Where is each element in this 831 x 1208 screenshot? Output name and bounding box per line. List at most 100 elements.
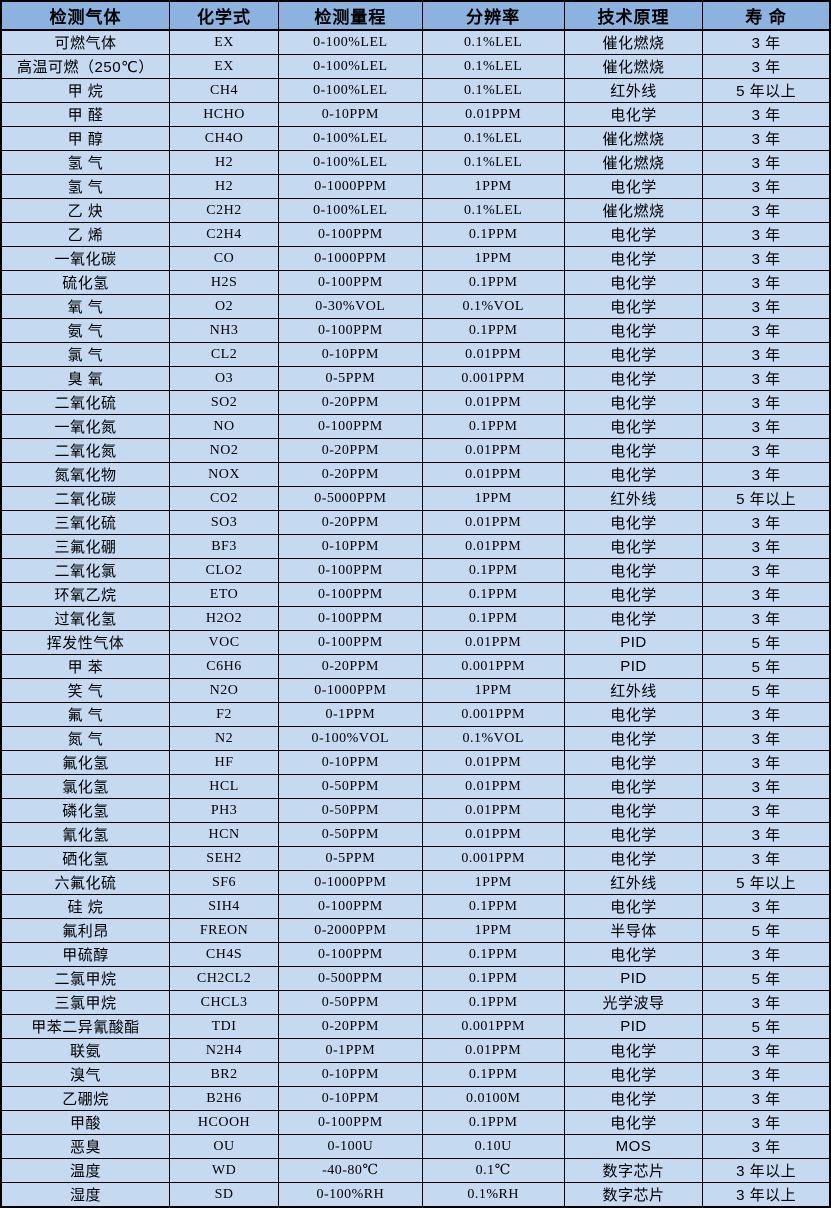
cell-formula: CL2: [168, 342, 280, 367]
table-row: 二氧化氮 NO2 0-20PPM 0.01PPM 电化学 3 年: [0, 438, 831, 463]
cell-formula: PH3: [168, 798, 280, 823]
table-row: 六氟化硫 SF6 0-1000PPM 1PPM 红外线 5 年以上: [0, 870, 831, 895]
cell-resolution: 0.1PPM: [421, 270, 565, 295]
cell-range: 0-100%LEL: [278, 150, 423, 175]
cell-formula: NH3: [168, 318, 280, 343]
cell-life: 3 年: [702, 390, 831, 415]
cell-principle: 电化学: [563, 534, 704, 559]
cell-life: 3 年: [702, 318, 831, 343]
cell-resolution: 0.01PPM: [421, 102, 565, 127]
cell-range: -40-80℃: [278, 1158, 423, 1183]
cell-principle: 电化学: [563, 726, 704, 751]
table-row: 二氯甲烷 CH2CL2 0-500PPM 0.1PPM PID 5 年: [0, 966, 831, 991]
cell-formula: SEH2: [168, 846, 280, 871]
cell-gas-name: 甲酸: [0, 1110, 170, 1135]
table-row: 一氧化碳 CO 0-1000PPM 1PPM 电化学 3 年: [0, 246, 831, 271]
cell-life: 3 年: [702, 726, 831, 751]
table-row: 氨 气 NH3 0-100PPM 0.1PPM 电化学 3 年: [0, 318, 831, 343]
table-row: 甲 苯 C6H6 0-20PPM 0.001PPM PID 5 年: [0, 654, 831, 679]
cell-resolution: 0.0100M: [421, 1086, 565, 1111]
cell-life: 3 年: [702, 558, 831, 583]
cell-formula: NO2: [168, 438, 280, 463]
cell-gas-name: 环氧乙烷: [0, 582, 170, 607]
cell-principle: 电化学: [563, 774, 704, 799]
cell-resolution: 0.10U: [421, 1134, 565, 1159]
cell-formula: N2O: [168, 678, 280, 703]
table-row: 三氧化硫 SO3 0-20PPM 0.01PPM 电化学 3 年: [0, 510, 831, 535]
table-row: 过氧化氢 H2O2 0-100PPM 0.1PPM 电化学 3 年: [0, 606, 831, 631]
cell-resolution: 0.1%LEL: [421, 29, 565, 55]
cell-range: 0-10PPM: [278, 750, 423, 775]
cell-formula: SO2: [168, 390, 280, 415]
cell-life: 3 年: [702, 366, 831, 391]
cell-resolution: 0.01PPM: [421, 822, 565, 847]
cell-life: 5 年: [702, 630, 831, 655]
cell-resolution: 0.1PPM: [421, 966, 565, 991]
table-row: 氯化氢 HCL 0-50PPM 0.01PPM 电化学 3 年: [0, 774, 831, 799]
cell-principle: 红外线: [563, 486, 704, 511]
column-header-principle: 技术原理: [563, 0, 704, 31]
cell-resolution: 0.1PPM: [421, 894, 565, 919]
cell-gas-name: 磷化氢: [0, 798, 170, 823]
table-row: 甲 醛 HCHO 0-10PPM 0.01PPM 电化学 3 年: [0, 102, 831, 127]
cell-gas-name: 三氧化硫: [0, 510, 170, 535]
cell-principle: 红外线: [563, 678, 704, 703]
cell-formula: SD: [168, 1182, 280, 1208]
cell-formula: EX: [168, 29, 280, 55]
cell-life: 3 年: [702, 606, 831, 631]
cell-formula: TDI: [168, 1014, 280, 1039]
cell-life: 3 年: [702, 54, 831, 79]
cell-formula: BF3: [168, 534, 280, 559]
cell-life: 3 年: [702, 438, 831, 463]
cell-gas-name: 一氧化氮: [0, 414, 170, 439]
cell-gas-name: 氟利昂: [0, 918, 170, 943]
cell-principle: 电化学: [563, 750, 704, 775]
cell-principle: 催化燃烧: [563, 150, 704, 175]
cell-principle: 红外线: [563, 78, 704, 103]
cell-resolution: 0.001PPM: [421, 846, 565, 871]
cell-resolution: 0.1PPM: [421, 942, 565, 967]
cell-resolution: 1PPM: [421, 486, 565, 511]
table-row: 温度 WD -40-80℃ 0.1℃ 数字芯片 3 年以上: [0, 1158, 831, 1183]
cell-resolution: 0.1PPM: [421, 558, 565, 583]
cell-gas-name: 温度: [0, 1158, 170, 1183]
cell-range: 0-1PPM: [278, 702, 423, 727]
cell-life: 3 年以上: [702, 1182, 831, 1208]
cell-range: 0-20PPM: [278, 390, 423, 415]
cell-resolution: 0.1%LEL: [421, 78, 565, 103]
cell-principle: 电化学: [563, 1110, 704, 1135]
cell-formula: SIH4: [168, 894, 280, 919]
cell-principle: 电化学: [563, 318, 704, 343]
cell-formula: CH4S: [168, 942, 280, 967]
cell-range: 0-1000PPM: [278, 246, 423, 271]
cell-range: 0-100PPM: [278, 1110, 423, 1135]
cell-principle: 电化学: [563, 558, 704, 583]
cell-principle: 电化学: [563, 366, 704, 391]
cell-range: 0-30%VOL: [278, 294, 423, 319]
cell-principle: 数字芯片: [563, 1182, 704, 1208]
cell-life: 3 年: [702, 126, 831, 151]
cell-formula: HCOOH: [168, 1110, 280, 1135]
cell-formula: WD: [168, 1158, 280, 1183]
cell-formula: CLO2: [168, 558, 280, 583]
cell-range: 0-1000PPM: [278, 678, 423, 703]
cell-resolution: 0.1%LEL: [421, 54, 565, 79]
cell-life: 3 年: [702, 102, 831, 127]
cell-range: 0-100%VOL: [278, 726, 423, 751]
cell-gas-name: 氯化氢: [0, 774, 170, 799]
cell-principle: 电化学: [563, 270, 704, 295]
cell-formula: H2O2: [168, 606, 280, 631]
cell-range: 0-100%LEL: [278, 54, 423, 79]
cell-range: 0-10PPM: [278, 1086, 423, 1111]
cell-gas-name: 氰化氢: [0, 822, 170, 847]
table-row: 挥发性气体 VOC 0-100PPM 0.01PPM PID 5 年: [0, 630, 831, 655]
cell-formula: C2H2: [168, 198, 280, 223]
cell-resolution: 0.1PPM: [421, 222, 565, 247]
cell-life: 3 年: [702, 198, 831, 223]
cell-range: 0-100PPM: [278, 606, 423, 631]
cell-range: 0-100U: [278, 1134, 423, 1159]
cell-resolution: 0.001PPM: [421, 1014, 565, 1039]
cell-range: 0-100%RH: [278, 1182, 423, 1208]
cell-range: 0-100PPM: [278, 270, 423, 295]
